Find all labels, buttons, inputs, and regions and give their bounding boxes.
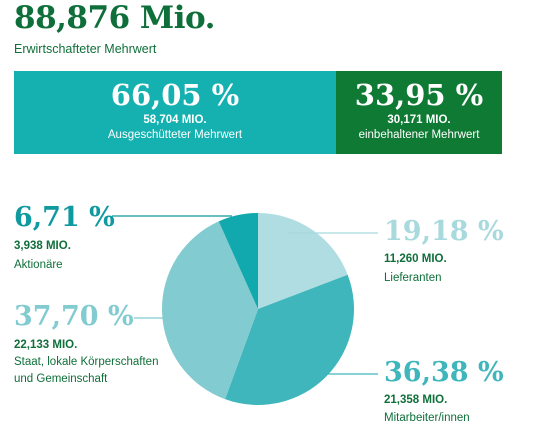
slice-percent-mitarbeiter: 36,38 % xyxy=(384,357,504,388)
slice-label-staat: Staat, lokale Körperschaften und Gemeins… xyxy=(14,354,158,388)
split-amount-retained: 30,171 MIO. xyxy=(387,114,451,126)
pie-slice-mitarbeiter xyxy=(225,274,354,406)
headline-value: 88,876 Mio. xyxy=(14,0,215,36)
split-label-retained: einbehaltener Mehrwert xyxy=(358,129,480,141)
slice-label-mitarbeiter: Mitarbeiter/innen xyxy=(384,412,470,424)
slice-percent-aktionaere: 6,71 % xyxy=(14,202,115,233)
slice-label-lieferanten: Lieferanten xyxy=(384,272,442,284)
slice-percent-staat: 37,70 % xyxy=(14,301,134,332)
pie-slice-aktionaere xyxy=(218,213,258,309)
split-segment-retained: 33,95 % 30,171 MIO. einbehaltener Mehrwe… xyxy=(336,71,502,154)
slice-amount-staat: 22,133 MIO. xyxy=(14,339,78,351)
split-percent-distributed: 66,05 % xyxy=(110,78,240,112)
slice-amount-mitarbeiter: 21,358 MIO. xyxy=(384,394,448,406)
slice-label-staat-line1: Staat, lokale Körperschaften xyxy=(14,356,159,368)
split-amount-distributed: 58,704 MIO. xyxy=(143,114,207,126)
slice-percent-lieferanten: 19,18 % xyxy=(384,216,504,247)
pie-slice-lieferanten xyxy=(258,213,348,309)
slice-label-aktionaere: Aktionäre xyxy=(14,259,63,271)
slice-label-staat-line2: und Gemeinschaft xyxy=(14,373,108,385)
split-bar: 66,05 % 58,704 MIO. Ausgeschütteter Mehr… xyxy=(14,71,502,154)
pie-slice-staat xyxy=(161,221,258,400)
headline-label: Erwirtschafteter Mehrwert xyxy=(14,42,157,56)
slice-amount-aktionaere: 3,938 MIO. xyxy=(14,240,71,252)
slice-amount-lieferanten: 11,260 MIO. xyxy=(384,253,447,265)
split-segment-distributed: 66,05 % 58,704 MIO. Ausgeschütteter Mehr… xyxy=(14,71,336,154)
split-percent-retained: 33,95 % xyxy=(354,78,484,112)
split-label-distributed: Ausgeschütteter Mehrwert xyxy=(107,129,243,141)
